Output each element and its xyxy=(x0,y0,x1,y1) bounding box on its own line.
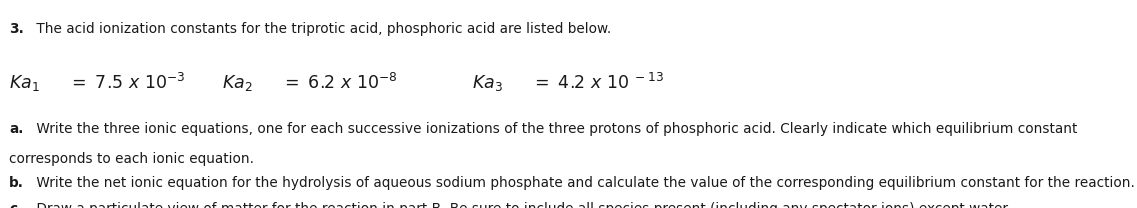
Text: $\mathit{Ka}_1$: $\mathit{Ka}_1$ xyxy=(9,73,40,93)
Text: corresponds to each ionic equation.: corresponds to each ionic equation. xyxy=(9,152,254,166)
Text: Write the three ionic equations, one for each successive ionizations of the thre: Write the three ionic equations, one for… xyxy=(32,122,1077,136)
Text: Write the net ionic equation for the hydrolysis of aqueous sodium phosphate and : Write the net ionic equation for the hyd… xyxy=(32,176,1135,190)
Text: $\mathit{Ka}_3$: $\mathit{Ka}_3$ xyxy=(472,73,503,93)
Text: $= \ 4.2 \ x \ 10^{\ -13}$: $= \ 4.2 \ x \ 10^{\ -13}$ xyxy=(531,73,664,93)
Text: $= \ 7.5 \ x \ 10^{-3}$: $= \ 7.5 \ x \ 10^{-3}$ xyxy=(68,73,185,93)
Text: 3.: 3. xyxy=(9,22,24,36)
Text: The acid ionization constants for the triprotic acid, phosphoric acid are listed: The acid ionization constants for the tr… xyxy=(32,22,611,36)
Text: a.: a. xyxy=(9,122,24,136)
Text: $= \ 6.2 \ x \ 10^{-8}$: $= \ 6.2 \ x \ 10^{-8}$ xyxy=(281,73,398,93)
Text: b.: b. xyxy=(9,176,24,190)
Text: $\mathit{Ka}_2$: $\mathit{Ka}_2$ xyxy=(222,73,252,93)
Text: c.: c. xyxy=(9,202,23,208)
Text: Draw a particulate view of matter for the reaction in part B. Be sure to include: Draw a particulate view of matter for th… xyxy=(32,202,1011,208)
